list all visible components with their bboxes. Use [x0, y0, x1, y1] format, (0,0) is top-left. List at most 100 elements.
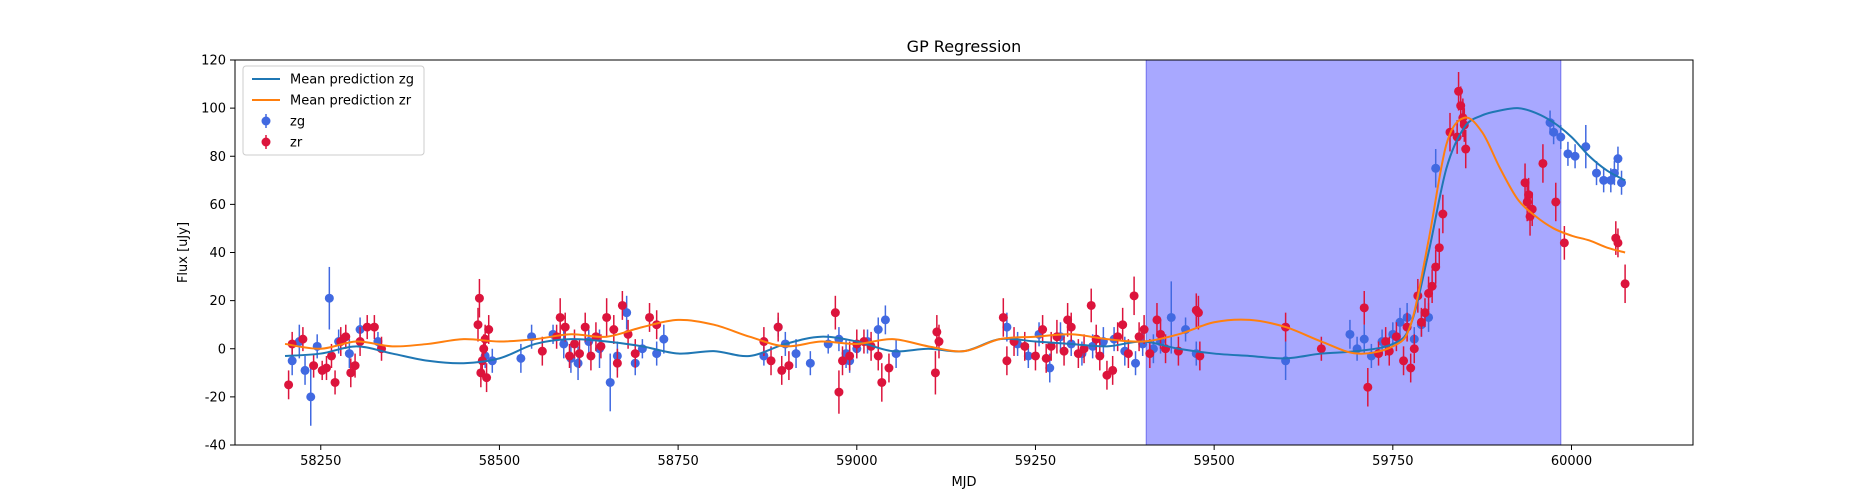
y-axis-label: Flux [uJy] [176, 222, 191, 283]
zg-point [1023, 351, 1033, 361]
zg-point [1592, 168, 1602, 178]
zg-point [324, 293, 334, 303]
zg-point [1395, 317, 1405, 327]
shaded-region [1145, 59, 1562, 446]
zr-point [784, 361, 794, 371]
zr-point [838, 356, 847, 366]
zr-point [1454, 86, 1464, 96]
zr-point [1118, 320, 1128, 330]
zr-point [1524, 190, 1534, 200]
zr-point [1030, 351, 1040, 361]
x-tick-label: 58250 [300, 454, 341, 469]
zr-point [1434, 243, 1444, 253]
zg-point [344, 349, 354, 359]
legend-label: zr [290, 136, 303, 151]
zr-point [1620, 279, 1630, 289]
line-mean-prediction-zr [284, 116, 1626, 355]
zr-point [1420, 308, 1430, 318]
zr-point [930, 368, 940, 378]
y-tick-label: 0 [218, 342, 226, 357]
y-tick-label: 80 [209, 150, 226, 165]
x-tick-label: 58500 [479, 454, 520, 469]
zr-point [1095, 351, 1105, 361]
legend-marker-swatch [261, 116, 271, 126]
y-tick-label: 20 [209, 294, 226, 309]
axes-layer: 58250 58500 58750 59000 59250 59500 59750 60000… [201, 54, 1592, 470]
zr-point [1134, 332, 1144, 342]
zr-point [1123, 349, 1133, 359]
zr-point [1409, 344, 1419, 354]
zr-point [350, 361, 360, 371]
y-tick-label: 40 [209, 246, 226, 261]
zg-point [1570, 151, 1580, 161]
zr-point [1359, 303, 1369, 313]
zr-point [1559, 238, 1569, 248]
zg-point [287, 356, 297, 366]
zr-point [560, 322, 570, 332]
zr-point [845, 351, 855, 361]
zr-point [1438, 209, 1448, 219]
line-mean-prediction-zg [284, 107, 1626, 365]
zg-point [1131, 358, 1141, 368]
zr-point [1156, 329, 1166, 339]
zr-point [1145, 349, 1155, 359]
zr-point [602, 312, 612, 322]
zr-point [1113, 332, 1123, 342]
shaded-region-layer [1145, 59, 1562, 446]
zr-point [834, 387, 844, 397]
series-zr [284, 72, 1630, 414]
zg-point [306, 392, 316, 402]
zg-point [559, 339, 569, 349]
x-tick-label: 59500 [1193, 454, 1234, 469]
zg-point [1599, 175, 1609, 185]
zr-point [1427, 281, 1437, 291]
zr-point [1613, 238, 1623, 248]
zr-point [564, 351, 574, 361]
y-tick-label: -40 [205, 439, 226, 454]
zr-point [1139, 325, 1149, 334]
zr-point [1066, 322, 1076, 332]
zr-point [1193, 308, 1203, 318]
zg-point [1431, 163, 1441, 173]
zr-point [830, 308, 840, 318]
zr-point [1046, 341, 1056, 351]
zg-point [1549, 127, 1559, 137]
zr-point [1424, 288, 1434, 298]
y-tick-label: -20 [205, 390, 226, 405]
zr-point [1020, 341, 1030, 351]
zr-point [998, 312, 1008, 322]
zg-point [1556, 132, 1566, 142]
zr-point [596, 341, 606, 351]
zr-point [1406, 363, 1416, 373]
zg-point [573, 358, 583, 368]
zg-point [1345, 329, 1355, 339]
zr-point [1063, 315, 1073, 325]
zr-point [1461, 144, 1471, 154]
zr-point [482, 373, 492, 383]
data-layer [284, 72, 1630, 426]
zr-point [766, 356, 776, 366]
zr-point [569, 339, 579, 349]
zr-point [1381, 337, 1391, 347]
zg-point [1002, 322, 1012, 332]
zr-point [1416, 317, 1426, 327]
zr-point [934, 337, 944, 347]
zg-point [652, 349, 662, 359]
zr-point [1152, 315, 1162, 325]
zr-point [777, 365, 787, 375]
zr-point [1129, 291, 1139, 301]
zr-point [309, 361, 319, 371]
zr-point [1316, 344, 1326, 354]
zr-point [877, 377, 887, 387]
zg-point [300, 365, 310, 375]
zr-point [369, 322, 379, 332]
x-tick-label: 60000 [1551, 454, 1592, 469]
y-tick-label: 60 [209, 198, 226, 213]
zr-point [1459, 120, 1469, 130]
zr-point [1041, 353, 1051, 363]
zr-point [298, 334, 308, 344]
zr-point [474, 293, 484, 303]
y-tick-label: 100 [201, 102, 226, 117]
x-axis-label: MJD [951, 475, 976, 490]
zr-point [1079, 344, 1089, 354]
